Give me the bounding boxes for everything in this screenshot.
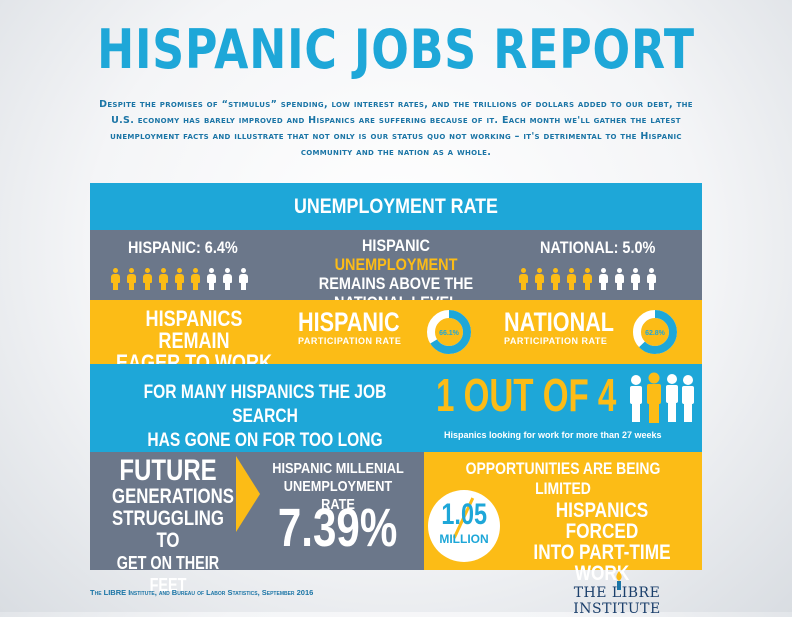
- person-icon: [646, 268, 656, 290]
- libre-logo: THE LIBRE INSTITUTE: [532, 571, 702, 617]
- unemployment-header-band: UNEMPLOYMENT RATE: [90, 183, 702, 230]
- future-line4: GET ON THEIR FEET: [116, 553, 220, 595]
- hispanic-participation-arc: [427, 310, 471, 354]
- logo-text: THE LIBRE INSTITUTE: [573, 585, 661, 617]
- participation-band: HISPANICS REMAIN EAGER TO WORK HISPANIC …: [90, 300, 702, 374]
- person-icon: [142, 268, 152, 290]
- millenial-rate: 7.39%: [256, 498, 420, 558]
- torch-icon: [612, 571, 626, 591]
- future-line1: FUTURE: [119, 454, 217, 487]
- person-icon: [190, 268, 200, 290]
- opportunities-header: OPPORTUNITIES ARE BEING LIMITED: [424, 459, 702, 499]
- person-icon: [206, 268, 216, 290]
- person-icon: [126, 268, 136, 290]
- one-out-of-four: 1 OUT OF 4: [436, 369, 617, 421]
- hispanic-participation-title: HISPANIC: [298, 307, 400, 337]
- hispanic-participation-block: HISPANIC PARTICIPATION RATE: [298, 308, 418, 346]
- millenial-line1: HISPANIC MILLENIAL: [272, 460, 404, 477]
- person-icon: [550, 268, 560, 290]
- person-icon: [518, 268, 528, 290]
- future-line2: GENERATIONS: [112, 485, 234, 508]
- million-unit: MILLION: [439, 532, 489, 546]
- opportunities-header-text: OPPORTUNITIES ARE BEING LIMITED: [465, 459, 661, 498]
- person-icon: [614, 268, 624, 290]
- national-participation-title: NATIONAL: [504, 307, 614, 337]
- unemployment-header-text: UNEMPLOYMENT RATE: [294, 195, 498, 218]
- future-generations-text: FUTURE GENERATIONS STRUGGLING TO GET ON …: [98, 456, 238, 596]
- job-search-line2: HAS GONE ON FOR TOO LONG: [147, 430, 383, 451]
- millenial-label: HISPANIC MILLENIAL UNEMPLOYMENT RATE: [256, 460, 420, 514]
- person-icon: [174, 268, 184, 290]
- person-icon: [238, 268, 248, 290]
- headline-part2: REMAINS ABOVE THE: [318, 274, 474, 293]
- hispanic-participation-value: 66.1%: [439, 330, 460, 337]
- person-icon: [534, 268, 544, 290]
- national-participation-sub: PARTICIPATION RATE: [504, 336, 608, 346]
- part-time-line2: INTO PART-TIME WORK: [533, 541, 671, 585]
- million-badge: 1.05 MILLION: [428, 490, 500, 562]
- source-note: The LIBRE Institute, and Bureau of Labor…: [90, 588, 314, 597]
- hispanic-participation-sub: PARTICIPATION RATE: [298, 336, 402, 346]
- national-people-icons: [518, 268, 688, 292]
- arrow-right-icon: [236, 456, 260, 532]
- part-time-text: HISPANICS FORCED INTO PART-TIME WORK: [502, 500, 702, 584]
- page-title: HISPANIC JOBS REPORT: [97, 18, 695, 81]
- national-unemployment-label: NATIONAL: 5.0%: [540, 238, 656, 257]
- headline-highlight: UNEMPLOYMENT: [334, 255, 458, 274]
- person-icon: [158, 268, 168, 290]
- person-icon: [222, 268, 232, 290]
- hispanic-people-icons: [110, 268, 280, 292]
- person-icon: [110, 268, 120, 290]
- future-line3: STRUGGLING TO: [112, 507, 224, 552]
- eager-line1: HISPANICS REMAIN: [145, 306, 243, 353]
- person-icon: [630, 268, 640, 290]
- future-generations-panel: FUTURE GENERATIONS STRUGGLING TO GET ON …: [90, 452, 424, 595]
- part-time-line1: HISPANICS FORCED: [555, 499, 649, 543]
- one-out-of-four-caption: Hispanics looking for work for more than…: [444, 430, 662, 440]
- national-participation-arc: [633, 310, 677, 354]
- unemployment-header: UNEMPLOYMENT RATE: [90, 195, 702, 219]
- national-participation-block: NATIONAL PARTICIPATION RATE: [504, 308, 624, 346]
- millenial-rate-value: 7.39%: [278, 498, 398, 558]
- million-number: 1.05: [428, 499, 500, 531]
- person-icon: [582, 268, 592, 290]
- job-search-line1: FOR MANY HISPANICS THE JOB SEARCH: [143, 382, 387, 427]
- millenial-line2: UNEMPLOYMENT RATE: [283, 478, 393, 513]
- million-number-text: 1.05: [441, 498, 487, 531]
- opportunities-panel: OPPORTUNITIES ARE BEING LIMITED 1.05 MIL…: [424, 452, 702, 584]
- hispanic-participation-donut: 66.1%: [426, 309, 472, 355]
- intro-text: Despite the promises of “stimulus” spend…: [99, 99, 693, 158]
- unemployment-compare-band: HISPANIC: 6.4% HISPANIC UNEMPLOYMENT REM…: [90, 230, 702, 312]
- person-icon: [566, 268, 576, 290]
- headline-part1: HISPANIC: [362, 236, 430, 255]
- national-participation-donut: 62.8%: [632, 309, 678, 355]
- hispanic-unemployment-label: HISPANIC: 6.4%: [128, 238, 238, 257]
- job-seekers-icon: [628, 372, 696, 424]
- national-participation-value: 62.8%: [645, 330, 666, 337]
- job-search-text: FOR MANY HISPANICS THE JOB SEARCH HAS GO…: [100, 381, 430, 453]
- job-search-band: FOR MANY HISPANICS THE JOB SEARCH HAS GO…: [90, 364, 702, 452]
- person-icon: [598, 268, 608, 290]
